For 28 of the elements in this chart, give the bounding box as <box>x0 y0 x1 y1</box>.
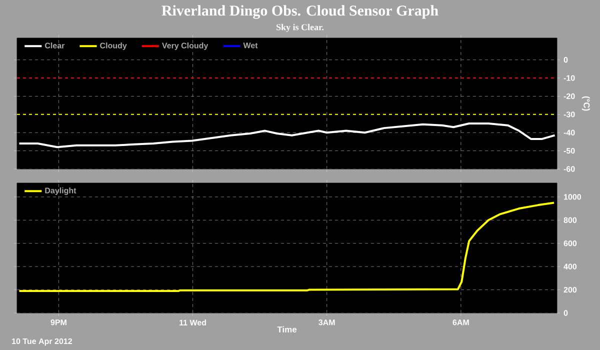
legend-label: Cloudy <box>100 42 127 50</box>
y-tick-label: 600 <box>564 240 577 246</box>
y-tick-label: -60 <box>564 166 575 172</box>
y-tick-label: -50 <box>564 148 575 154</box>
x-axis-title: Time <box>277 326 297 332</box>
legend-label: Very Cloudy <box>162 42 208 50</box>
y-tick-label: 400 <box>564 264 577 270</box>
y-tick-label: 800 <box>564 217 577 223</box>
legend-label: Wet <box>243 42 258 48</box>
y-tick-label: 0 <box>564 310 568 316</box>
x-tick-label: 3AM <box>318 320 335 326</box>
chart-subtitle: Sky is Clear. <box>276 24 324 32</box>
y-tick-label: -20 <box>564 93 575 100</box>
x-tick-label: 6AM <box>452 320 469 326</box>
y-tick-label: 1000 <box>564 194 581 200</box>
y-tick-label: -40 <box>564 130 575 136</box>
x-tick-label: 9PM <box>50 320 66 326</box>
x-tick-label: 11 Wed <box>180 320 206 326</box>
y-tick-label: -30 <box>564 112 575 118</box>
chart-title: Riverland Dingo Obs. Cloud Sensor Graph <box>162 5 438 19</box>
text: 10 Tue Apr 2012 <box>12 338 72 346</box>
y-tick-label: 0 <box>564 57 568 63</box>
y-axis-title: (°C) <box>582 96 590 111</box>
legend-label: Clear <box>45 42 65 48</box>
y-tick-label: 200 <box>564 286 577 293</box>
line-series <box>18 202 556 292</box>
legend-label: Daylight <box>45 187 76 195</box>
y-tick-label: -10 <box>564 75 575 81</box>
